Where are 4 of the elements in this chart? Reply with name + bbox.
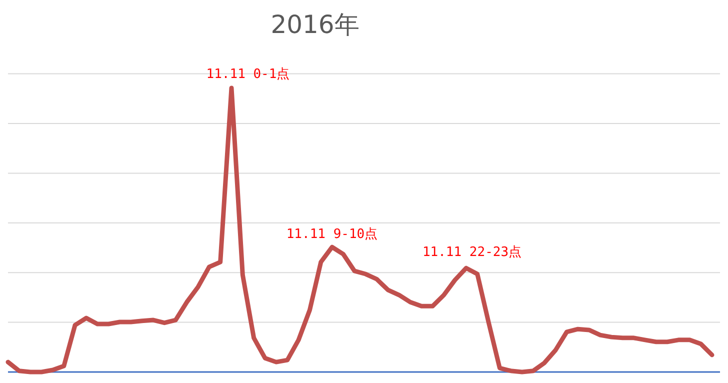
- chart-title: 2016年: [270, 10, 360, 39]
- annotation: 11.11 9-10点: [286, 227, 378, 242]
- text: 11.11 0-1点: [206, 67, 290, 82]
- annotation: 11.11 22-23点: [422, 245, 522, 260]
